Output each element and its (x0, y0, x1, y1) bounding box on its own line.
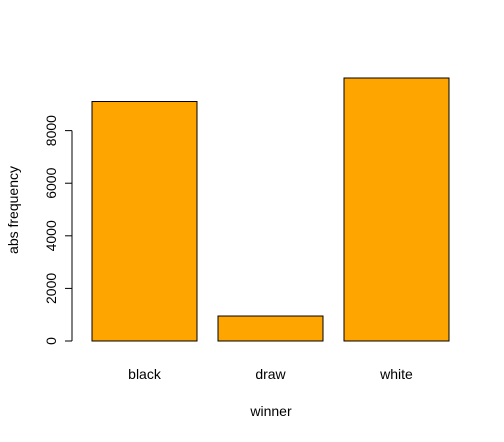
y-axis: 0 2000 4000 6000 8000 (43, 115, 73, 345)
x-axis-label: winner (249, 403, 292, 419)
y-tick-label-4000: 4000 (43, 220, 59, 251)
y-tick-label-6000: 6000 (43, 167, 59, 198)
category-label-white: white (379, 366, 413, 382)
category-label-draw: draw (255, 366, 286, 382)
y-tick-label-2000: 2000 (43, 273, 59, 304)
y-tick-label-0: 0 (43, 337, 59, 345)
bar-black (91, 101, 198, 342)
category-label-black: black (128, 366, 162, 382)
y-tick-label-8000: 8000 (43, 115, 59, 146)
bar-white (343, 77, 450, 342)
x-axis-labels: black draw white (128, 366, 413, 382)
y-axis-label: abs frequency (5, 166, 21, 254)
bars-group (91, 77, 450, 342)
bar-draw (217, 315, 324, 342)
